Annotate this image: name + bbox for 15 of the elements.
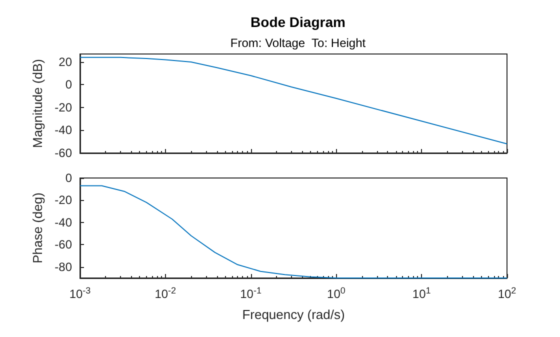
y-tick-label: 0 [65,171,72,185]
y-tick-label: -40 [54,215,72,230]
y-tick-label: -60 [54,146,72,160]
y-tick-label: -20 [54,193,72,208]
y-tick-label: -40 [54,123,72,138]
y-tick-label: -80 [54,260,72,274]
y-tick-label: 20 [58,54,72,69]
y-tick-label: -20 [54,100,72,114]
chart-subtitle: From: Voltage To: Height [230,36,366,50]
y-tick-label: -60 [54,238,72,252]
y-axis-title: Magnitude (dB) [30,59,45,148]
chart-title: Bode Diagram [250,14,346,30]
x-axis-title: Frequency (rad/s) [242,307,345,322]
y-tick-label: 0 [65,78,72,92]
y-axis-title: Phase (deg) [30,192,45,264]
